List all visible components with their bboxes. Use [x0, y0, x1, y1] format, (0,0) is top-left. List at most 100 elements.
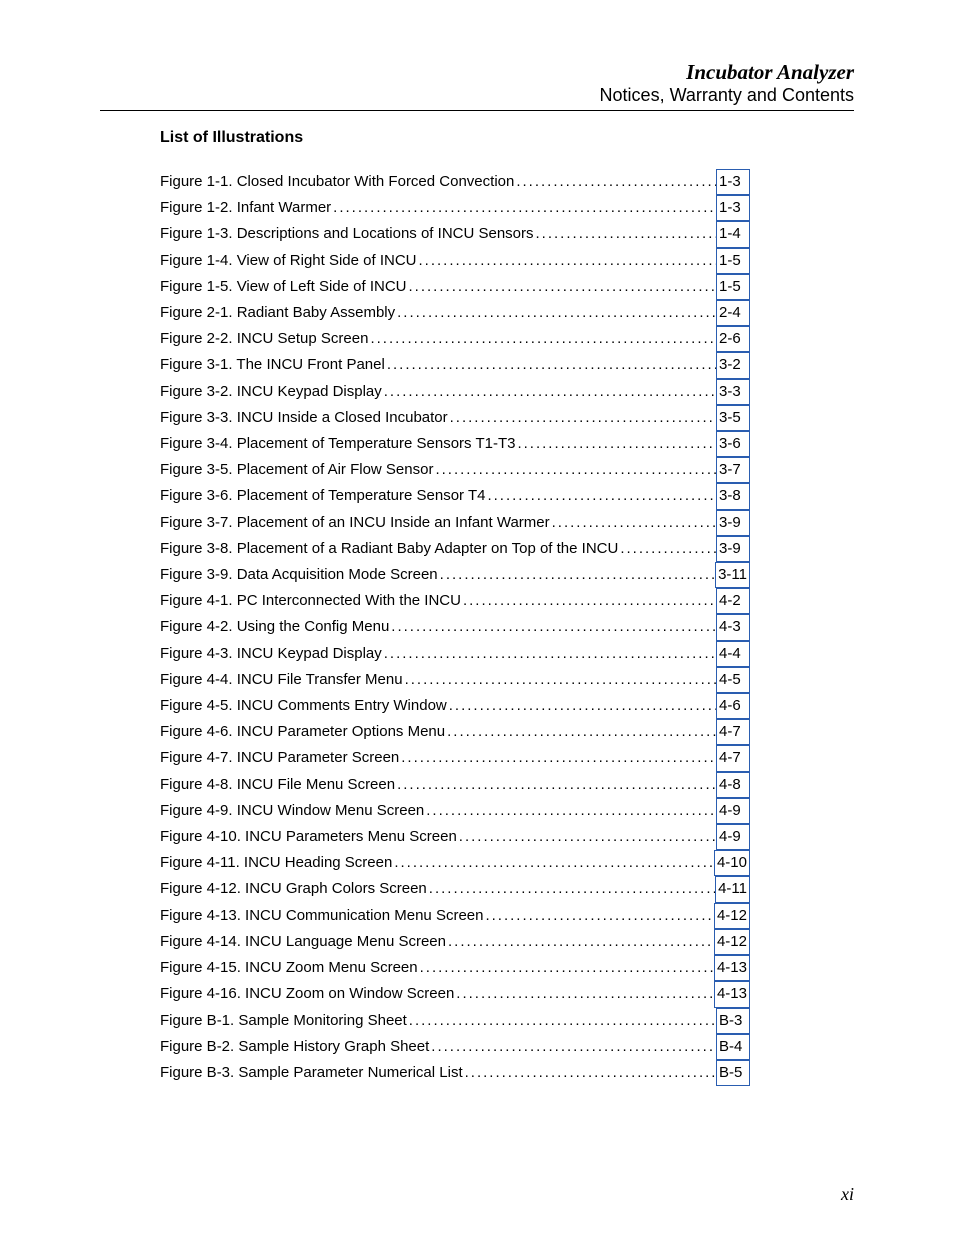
toc-entry: Figure 4-8. INCU File Menu Screen 4-8	[160, 772, 750, 798]
toc-entry-label: Figure 2-1. Radiant Baby Assembly	[160, 301, 395, 325]
toc-page-link[interactable]: 4-3	[716, 614, 750, 640]
toc-page-link[interactable]: 1-3	[716, 195, 750, 221]
toc-entry-label: Figure B-1. Sample Monitoring Sheet	[160, 1009, 407, 1033]
toc-entry: Figure 3-3. INCU Inside a Closed Incubat…	[160, 405, 750, 431]
toc-entry-label: Figure 3-4. Placement of Temperature Sen…	[160, 432, 515, 456]
toc-page-link[interactable]: 4-13	[714, 981, 750, 1007]
toc-leader-dots	[392, 851, 714, 875]
toc-entry: Figure 4-12. INCU Graph Colors Screen 4-1…	[160, 876, 750, 902]
toc-entry-label: Figure 4-8. INCU File Menu Screen	[160, 773, 395, 797]
toc-leader-dots	[427, 877, 715, 901]
toc-page-link[interactable]: 4-9	[716, 824, 750, 850]
toc-entry: Figure 4-4. INCU File Transfer Menu 4-5	[160, 667, 750, 693]
toc-page-link[interactable]: B-5	[716, 1060, 750, 1086]
toc-entry-label: Figure 4-7. INCU Parameter Screen	[160, 746, 399, 770]
toc-entry-label: Figure 1-4. View of Right Side of INCU	[160, 249, 417, 273]
toc-page-link[interactable]: 4-11	[715, 876, 750, 902]
toc-leader-dots	[463, 1061, 716, 1085]
toc-entry: Figure 3-4. Placement of Temperature Sen…	[160, 431, 750, 457]
toc-leader-dots	[424, 799, 716, 823]
toc-entry-label: Figure B-3. Sample Parameter Numerical L…	[160, 1061, 463, 1085]
toc-leader-dots	[433, 458, 716, 482]
toc-entry: Figure 4-1. PC Interconnected With the I…	[160, 588, 750, 614]
toc-entry-label: Figure 2-2. INCU Setup Screen	[160, 327, 368, 351]
toc-leader-dots	[483, 904, 714, 928]
document-page: Incubator Analyzer Notices, Warranty and…	[0, 0, 954, 1235]
toc-leader-dots	[550, 511, 716, 535]
toc-leader-dots	[399, 746, 716, 770]
toc-page-link[interactable]: 3-7	[716, 457, 750, 483]
toc-entry: Figure 1-4. View of Right Side of INCU 1-…	[160, 248, 750, 274]
toc-entry: Figure 4-6. INCU Parameter Options Menu4…	[160, 719, 750, 745]
toc-entry: Figure 4-11. INCU Heading Screen4-10	[160, 850, 750, 876]
toc-page-link[interactable]: 2-6	[716, 326, 750, 352]
toc-page-link[interactable]: 4-4	[716, 641, 750, 667]
toc-page-link[interactable]: 4-7	[716, 719, 750, 745]
toc-page-link[interactable]: 2-4	[716, 300, 750, 326]
toc-page-link[interactable]: 1-3	[716, 169, 750, 195]
toc-leader-dots	[485, 484, 716, 508]
toc-entry: Figure 3-9. Data Acquisition Mode Screen…	[160, 562, 750, 588]
toc-page-link[interactable]: 4-12	[714, 929, 750, 955]
toc-leader-dots	[445, 720, 716, 744]
toc-page-link[interactable]: 1-5	[716, 274, 750, 300]
toc-page-link[interactable]: 3-9	[716, 510, 750, 536]
toc-entry-label: Figure 3-8. Placement of a Radiant Baby …	[160, 537, 618, 561]
toc-entry-label: Figure 3-3. INCU Inside a Closed Incubat…	[160, 406, 448, 430]
toc-page-link[interactable]: 3-2	[716, 352, 750, 378]
toc-page-link[interactable]: 3-9	[716, 536, 750, 562]
toc-leader-dots	[457, 825, 716, 849]
toc-leader-dots	[331, 196, 716, 220]
toc-leader-dots	[395, 773, 716, 797]
toc-entry-label: Figure 1-5. View of Left Side of INCU	[160, 275, 407, 299]
toc-entry-label: Figure 4-2. Using the Config Menu	[160, 615, 389, 639]
toc-entry: Figure 2-1. Radiant Baby Assembly 2-4	[160, 300, 750, 326]
header-subtitle: Notices, Warranty and Contents	[100, 85, 854, 106]
toc-page-link[interactable]: 4-5	[716, 667, 750, 693]
toc-entry: Figure 1-1. Closed Incubator With Forced…	[160, 169, 750, 195]
toc-page-link[interactable]: 4-13	[714, 955, 750, 981]
toc-leader-dots	[461, 589, 716, 613]
toc-entry: Figure 4-2. Using the Config Menu 4-3	[160, 614, 750, 640]
toc-leader-dots	[429, 1035, 716, 1059]
toc-entry: Figure 3-1. The INCU Front Panel3-2	[160, 352, 750, 378]
toc-page-link[interactable]: 4-7	[716, 745, 750, 771]
header-divider	[100, 110, 854, 111]
illustrations-list: Figure 1-1. Closed Incubator With Forced…	[160, 169, 750, 1086]
toc-entry-label: Figure 4-4. INCU File Transfer Menu	[160, 668, 403, 692]
toc-entry-label: Figure 3-7. Placement of an INCU Inside …	[160, 511, 550, 535]
toc-page-link[interactable]: 3-11	[715, 562, 750, 588]
toc-page-link[interactable]: 4-2	[716, 588, 750, 614]
toc-page-link[interactable]: 4-10	[714, 850, 750, 876]
toc-page-link[interactable]: 4-9	[716, 798, 750, 824]
toc-leader-dots	[382, 380, 716, 404]
toc-page-link[interactable]: 1-5	[716, 248, 750, 274]
toc-entry-label: Figure 4-10. INCU Parameters Menu Screen	[160, 825, 457, 849]
toc-page-link[interactable]: 4-8	[716, 772, 750, 798]
toc-entry-label: Figure 4-12. INCU Graph Colors Screen	[160, 877, 427, 901]
toc-entry-label: Figure 1-2. Infant Warmer	[160, 196, 331, 220]
toc-page-link[interactable]: 3-8	[716, 483, 750, 509]
toc-entry-label: Figure 4-3. INCU Keypad Display	[160, 642, 382, 666]
toc-entry-label: Figure B-2. Sample History Graph Sheet	[160, 1035, 429, 1059]
toc-page-link[interactable]: B-4	[716, 1034, 750, 1060]
toc-entry-label: Figure 3-2. INCU Keypad Display	[160, 380, 382, 404]
toc-leader-dots	[382, 642, 716, 666]
toc-page-link[interactable]: B-3	[716, 1008, 750, 1034]
toc-page-link[interactable]: 3-3	[716, 379, 750, 405]
toc-entry-label: Figure 4-14. INCU Language Menu Screen	[160, 930, 446, 954]
toc-entry-label: Figure 4-15. INCU Zoom Menu Screen	[160, 956, 418, 980]
toc-page-link[interactable]: 4-12	[714, 903, 750, 929]
page-number: xi	[841, 1184, 854, 1205]
toc-leader-dots	[448, 406, 716, 430]
toc-leader-dots	[618, 537, 716, 561]
toc-leader-dots	[407, 1009, 716, 1033]
toc-page-link[interactable]: 4-6	[716, 693, 750, 719]
toc-leader-dots	[438, 563, 715, 587]
toc-page-link[interactable]: 3-6	[716, 431, 750, 457]
toc-entry-label: Figure 3-5. Placement of Air Flow Sensor	[160, 458, 433, 482]
toc-page-link[interactable]: 3-5	[716, 405, 750, 431]
toc-page-link[interactable]: 1-4	[716, 221, 750, 247]
toc-entry: Figure 4-7. INCU Parameter Screen 4-7	[160, 745, 750, 771]
toc-entry: Figure 4-16. INCU Zoom on Window Screen4…	[160, 981, 750, 1007]
